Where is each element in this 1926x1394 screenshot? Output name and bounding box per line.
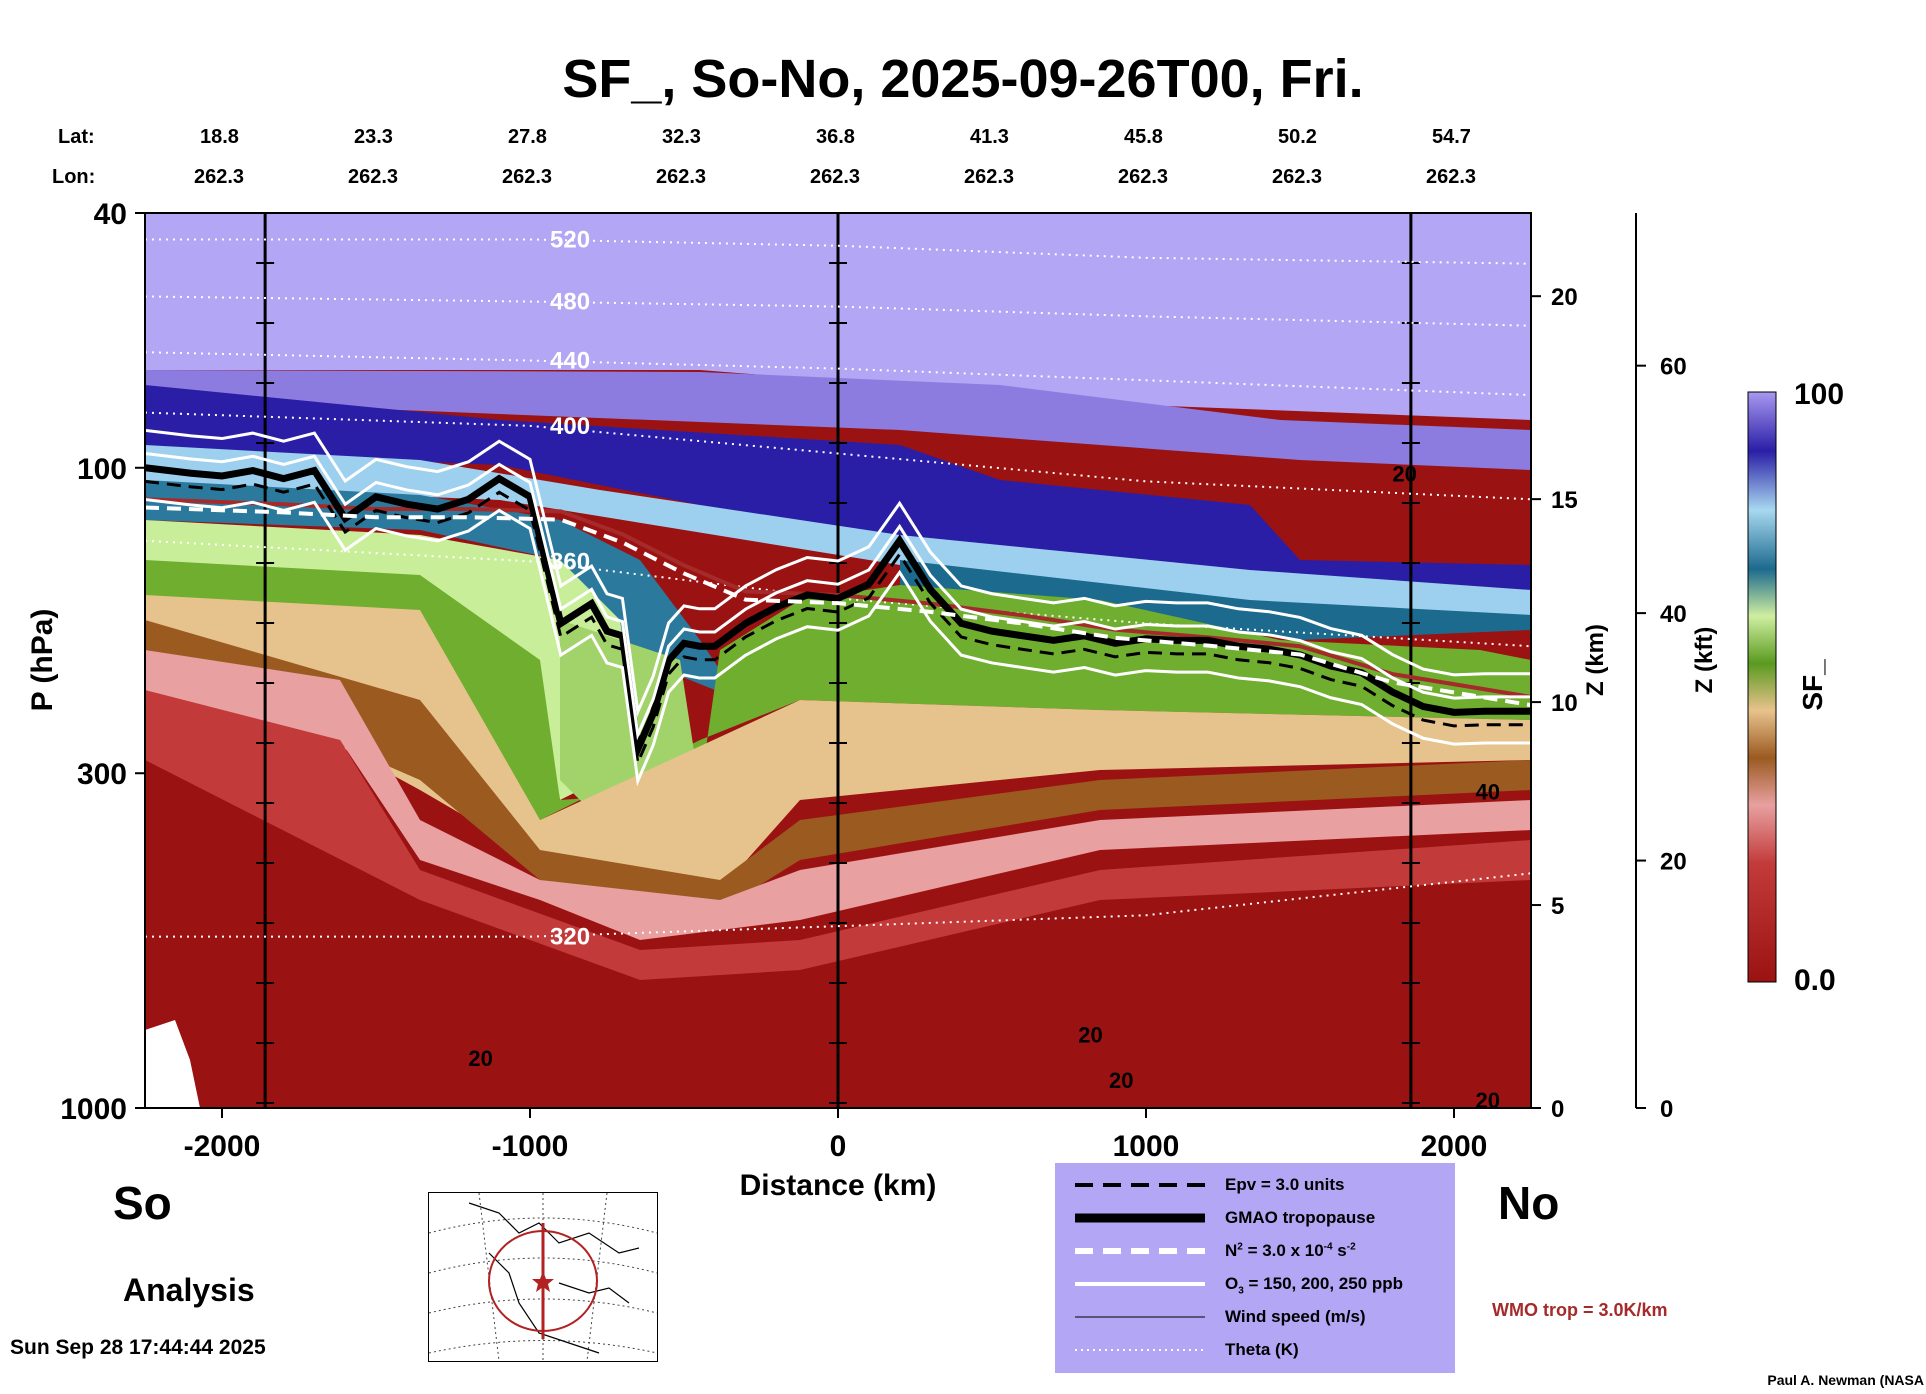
north-label: No bbox=[1498, 1177, 1560, 1229]
locator-map bbox=[428, 1192, 658, 1362]
y-tick-label: 300 bbox=[77, 758, 127, 791]
z-km-tick-label: 10 bbox=[1551, 690, 1578, 717]
south-label: So bbox=[113, 1177, 172, 1229]
legend-row-trop: GMAO tropopause bbox=[1055, 1204, 1455, 1232]
x-tick-label: -2000 bbox=[184, 1130, 261, 1163]
x-tick-label: 1000 bbox=[1113, 1130, 1180, 1163]
lon-value: 262.3 bbox=[810, 166, 860, 188]
wind-speed-label: 20 bbox=[1392, 461, 1416, 486]
x-tick-label: -1000 bbox=[492, 1130, 569, 1163]
legend-label-trop: GMAO tropopause bbox=[1225, 1208, 1376, 1227]
x-tick-label: 2000 bbox=[1421, 1130, 1488, 1163]
epv-line bbox=[145, 479, 1531, 769]
legend-row-epv: Epv = 3.0 units bbox=[1055, 1171, 1455, 1199]
lat-value: 23.3 bbox=[354, 126, 393, 148]
map-center-star bbox=[532, 1271, 554, 1292]
legend-row-wind: Wind speed (m/s) bbox=[1055, 1303, 1455, 1331]
theta-contour bbox=[145, 411, 1531, 501]
legend-label-n2: N2 = 3.0 x 10-4 s-2 bbox=[1225, 1241, 1356, 1260]
timestamp: Sun Sep 28 17:44:44 2025 bbox=[10, 1336, 266, 1359]
z-kft-tick-label: 60 bbox=[1660, 354, 1687, 381]
o3-contour bbox=[145, 498, 1531, 787]
lon-value: 262.3 bbox=[348, 166, 398, 188]
y-tick-label: 1000 bbox=[60, 1093, 127, 1126]
z-kft-tick-label: 20 bbox=[1660, 849, 1687, 876]
author-credit: Paul A. Newman (NASA bbox=[1767, 1372, 1924, 1388]
wind-speed-label: 40 bbox=[1476, 780, 1500, 805]
y-tick-label: 40 bbox=[94, 198, 127, 231]
lat-value: 36.8 bbox=[816, 126, 855, 148]
wind-speed-label: 20 bbox=[1476, 1088, 1500, 1113]
o3-contour bbox=[145, 428, 1531, 718]
analysis-label: Analysis bbox=[123, 1272, 255, 1308]
z-kft-axis-label: Z (kft) bbox=[1691, 627, 1718, 694]
y-axis-label: P (hPa) bbox=[26, 609, 59, 712]
legend-row-o3: O3 = 150, 200, 250 ppb bbox=[1055, 1270, 1455, 1298]
lat-value: 32.3 bbox=[662, 126, 701, 148]
theta-contour-label: 440 bbox=[550, 348, 590, 375]
colorbar-min-label: 0.0 bbox=[1794, 964, 1836, 997]
lon-value: 262.3 bbox=[502, 166, 552, 188]
z-km-tick-label: 5 bbox=[1551, 893, 1564, 920]
colorbar bbox=[1747, 391, 1777, 983]
theta-contour-label: 480 bbox=[550, 289, 590, 316]
ground-mask bbox=[145, 1020, 200, 1108]
lon-value: 262.3 bbox=[1118, 166, 1168, 188]
lon-value: 262.3 bbox=[1272, 166, 1322, 188]
page-title: SF_, So-No, 2025-09-26T00, Fri. bbox=[562, 49, 1364, 109]
lat-value: 50.2 bbox=[1278, 126, 1317, 148]
lat-value: 27.8 bbox=[508, 126, 547, 148]
theta-contour-label: 320 bbox=[550, 924, 590, 951]
band-pink bbox=[145, 650, 1531, 940]
lon-value: 262.3 bbox=[194, 166, 244, 188]
theta-contour bbox=[145, 872, 1531, 938]
o3-contour bbox=[145, 452, 1531, 741]
legend-label-epv: Epv = 3.0 units bbox=[1225, 1175, 1345, 1194]
z-km-axis-label: Z (km) bbox=[1582, 624, 1609, 696]
theta-contour bbox=[145, 238, 1531, 265]
x-tick-label: 0 bbox=[830, 1130, 847, 1163]
lat-value: 41.3 bbox=[970, 126, 1009, 148]
n2-line bbox=[145, 505, 1531, 708]
z-kft-tick-label: 0 bbox=[1660, 1096, 1673, 1123]
lon-value: 262.3 bbox=[1426, 166, 1476, 188]
legend-row-theta: Theta (K) bbox=[1055, 1336, 1455, 1364]
line-legend: Epv = 3.0 units GMAO tropopause N2 = 3.0… bbox=[1055, 1163, 1455, 1373]
z-km-tick-label: 0 bbox=[1551, 1096, 1564, 1123]
lat-value: 18.8 bbox=[200, 126, 239, 148]
lat-value: 45.8 bbox=[1124, 126, 1163, 148]
x-axis-label: Distance (km) bbox=[740, 1169, 937, 1202]
lat-label: Lat: bbox=[58, 126, 95, 148]
gmao-tropopause-line bbox=[145, 464, 1531, 762]
wmo-trop-label: WMO trop = 3.0K/km bbox=[1492, 1300, 1668, 1320]
theta-contour bbox=[145, 295, 1531, 327]
theta-contour-label: 400 bbox=[550, 413, 590, 440]
wind-speed-label: 20 bbox=[468, 1046, 492, 1071]
lon-value: 262.3 bbox=[964, 166, 1014, 188]
theta-contour-label: 520 bbox=[550, 227, 590, 254]
band-teal-2 bbox=[900, 560, 1531, 640]
z-kft-tick-label: 40 bbox=[1660, 601, 1687, 628]
wind-speed-label: 20 bbox=[1078, 1022, 1102, 1047]
lon-value: 262.3 bbox=[656, 166, 706, 188]
map-coastline bbox=[468, 1202, 640, 1354]
lat-value: 54.7 bbox=[1432, 126, 1471, 148]
wind-speed-label: 20 bbox=[1109, 1068, 1133, 1093]
legend-label-wind: Wind speed (m/s) bbox=[1225, 1307, 1366, 1326]
legend-label-theta: Theta (K) bbox=[1225, 1340, 1299, 1359]
band-brown bbox=[145, 620, 1531, 910]
legend-row-n2: N2 = 3.0 x 10-4 s-2 bbox=[1055, 1237, 1455, 1265]
lon-label: Lon: bbox=[52, 166, 95, 188]
band-red-light bbox=[145, 690, 1531, 980]
colorbar-max-label: 100 bbox=[1794, 378, 1844, 411]
z-km-tick-label: 20 bbox=[1551, 284, 1578, 311]
y-tick-label: 100 bbox=[77, 453, 127, 486]
colorbar-title: SF_ bbox=[1797, 659, 1828, 711]
legend-label-o3: O3 = 150, 200, 250 ppb bbox=[1225, 1274, 1404, 1297]
theta-contour bbox=[145, 351, 1531, 397]
z-km-tick-label: 15 bbox=[1551, 487, 1578, 514]
